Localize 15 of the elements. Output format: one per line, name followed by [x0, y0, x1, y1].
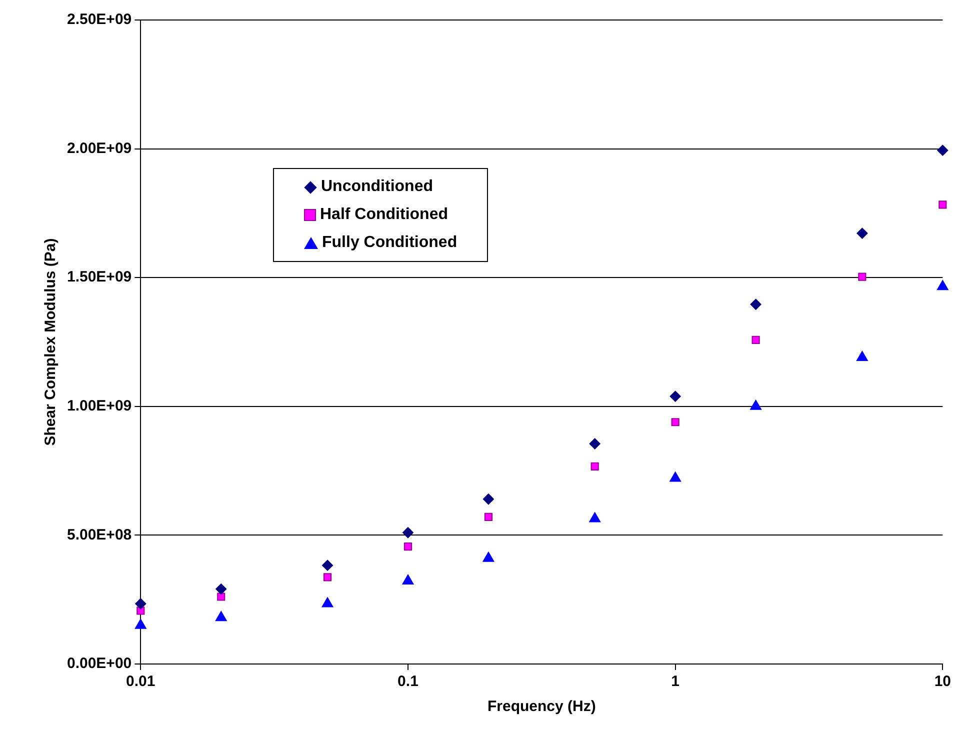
x-tick-label: 0.01 [126, 673, 156, 690]
x-axis-title: Frequency (Hz) [487, 698, 596, 716]
legend-label: Half Conditioned [320, 206, 448, 224]
y-tick-label: 0.00E+00 [66, 655, 132, 672]
y-tick-label: 1.00E+09 [66, 398, 132, 415]
y-axis-title: Shear Complex Modulus (Pa) [42, 238, 60, 446]
y-tick-label: 5.00E+08 [66, 526, 132, 544]
x-tick-label: 10 [934, 673, 951, 690]
legend-label: Unconditioned [321, 178, 433, 196]
x-tick-label: 0.1 [398, 673, 418, 690]
x-tick-label: 1 [671, 673, 680, 690]
y-tick-label: 2.00E+09 [66, 140, 132, 157]
y-tick-label: 2.50E+09 [66, 11, 132, 28]
legend-label: Fully Conditioned [322, 234, 458, 252]
y-tick-label: 1.50E+09 [66, 268, 132, 286]
